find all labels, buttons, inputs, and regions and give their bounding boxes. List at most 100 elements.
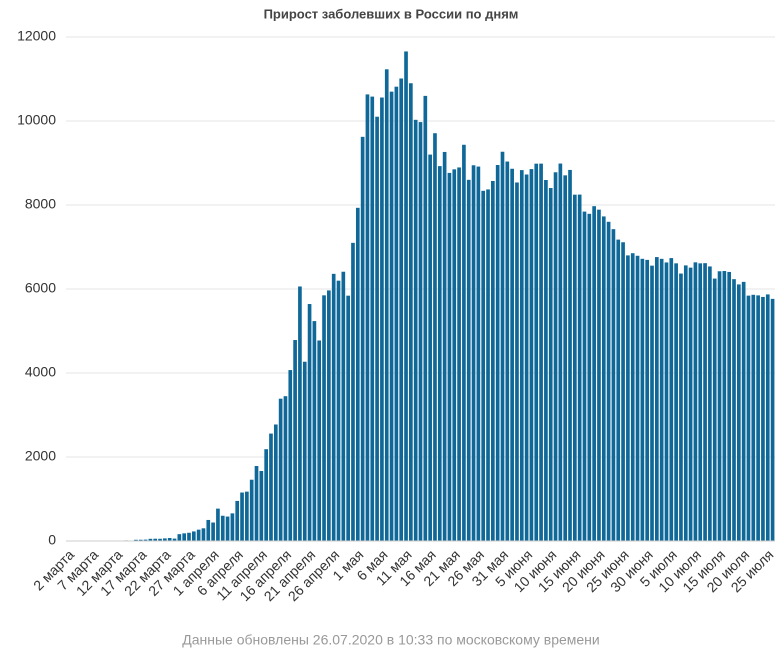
y-tick-label: 8000 <box>25 196 56 212</box>
bar <box>689 268 693 541</box>
bar <box>448 173 452 541</box>
bar <box>641 259 645 541</box>
bar <box>399 78 403 541</box>
bar <box>747 296 751 541</box>
bar <box>771 299 775 541</box>
bar <box>708 266 712 541</box>
bar <box>206 520 210 541</box>
bar <box>761 297 765 541</box>
bar <box>631 253 635 541</box>
bar <box>525 175 529 541</box>
bar <box>361 137 365 541</box>
bar <box>587 214 591 541</box>
bar <box>578 195 582 541</box>
bar <box>554 172 558 541</box>
bar <box>327 290 331 541</box>
bar <box>694 262 698 541</box>
bar <box>351 243 355 541</box>
bar <box>337 281 341 541</box>
y-tick-label: 0 <box>48 532 56 548</box>
bar <box>684 265 688 541</box>
bar <box>645 260 649 541</box>
bar <box>462 145 466 541</box>
bar <box>505 162 509 541</box>
bar <box>274 424 278 541</box>
bar <box>260 471 264 541</box>
bar <box>433 133 437 541</box>
bar <box>380 98 384 541</box>
bar <box>457 167 461 541</box>
bar <box>419 122 423 541</box>
bar <box>530 169 534 541</box>
bar <box>375 117 379 541</box>
bar <box>308 304 312 541</box>
bar <box>679 274 683 541</box>
bar <box>390 92 394 541</box>
bar <box>231 513 235 541</box>
bar <box>226 517 230 541</box>
bar <box>293 340 297 541</box>
bar <box>655 257 659 541</box>
y-tick-label: 4000 <box>25 364 56 380</box>
bar <box>727 272 731 541</box>
bar <box>346 296 350 541</box>
bar <box>182 533 186 541</box>
bar <box>501 152 505 541</box>
bar <box>211 523 215 541</box>
bar <box>317 340 321 541</box>
bar <box>443 152 447 541</box>
bar <box>510 169 514 541</box>
bar <box>568 170 572 541</box>
bar <box>409 83 413 541</box>
bar <box>713 279 717 541</box>
bar <box>332 274 336 541</box>
bar <box>496 165 500 541</box>
y-tick-label: 10000 <box>17 112 56 128</box>
bar <box>216 509 220 541</box>
bar <box>404 51 408 541</box>
bar <box>612 229 616 541</box>
bar <box>279 399 283 541</box>
bar <box>539 164 543 541</box>
bar <box>742 282 746 541</box>
bar <box>414 120 418 541</box>
bar <box>264 449 268 541</box>
bar <box>563 175 567 541</box>
bar <box>737 284 741 541</box>
bar <box>602 216 606 541</box>
bar <box>544 180 548 541</box>
bar <box>250 480 254 541</box>
bar <box>202 528 206 541</box>
bar <box>616 240 620 541</box>
bar <box>698 263 702 541</box>
bar <box>751 295 755 541</box>
bar <box>650 266 654 541</box>
bar <box>626 255 630 541</box>
bar <box>491 181 495 541</box>
bar <box>534 164 538 541</box>
bar <box>192 531 196 541</box>
bar <box>187 533 191 541</box>
bar <box>515 182 519 541</box>
bar <box>573 195 577 541</box>
bar <box>766 294 770 541</box>
bar <box>756 295 760 541</box>
bar <box>549 188 553 541</box>
bar <box>240 493 244 541</box>
bar <box>245 492 249 541</box>
bar <box>477 167 481 541</box>
bar <box>674 263 678 541</box>
bar <box>636 256 640 541</box>
bar <box>597 210 601 541</box>
bar <box>665 262 669 541</box>
bar <box>303 362 307 541</box>
bar <box>718 271 722 541</box>
bar <box>438 166 442 541</box>
bar <box>472 165 476 541</box>
bar <box>428 155 432 541</box>
bar <box>452 169 456 541</box>
bar <box>660 259 664 541</box>
bar <box>559 164 563 541</box>
bar <box>723 271 727 541</box>
